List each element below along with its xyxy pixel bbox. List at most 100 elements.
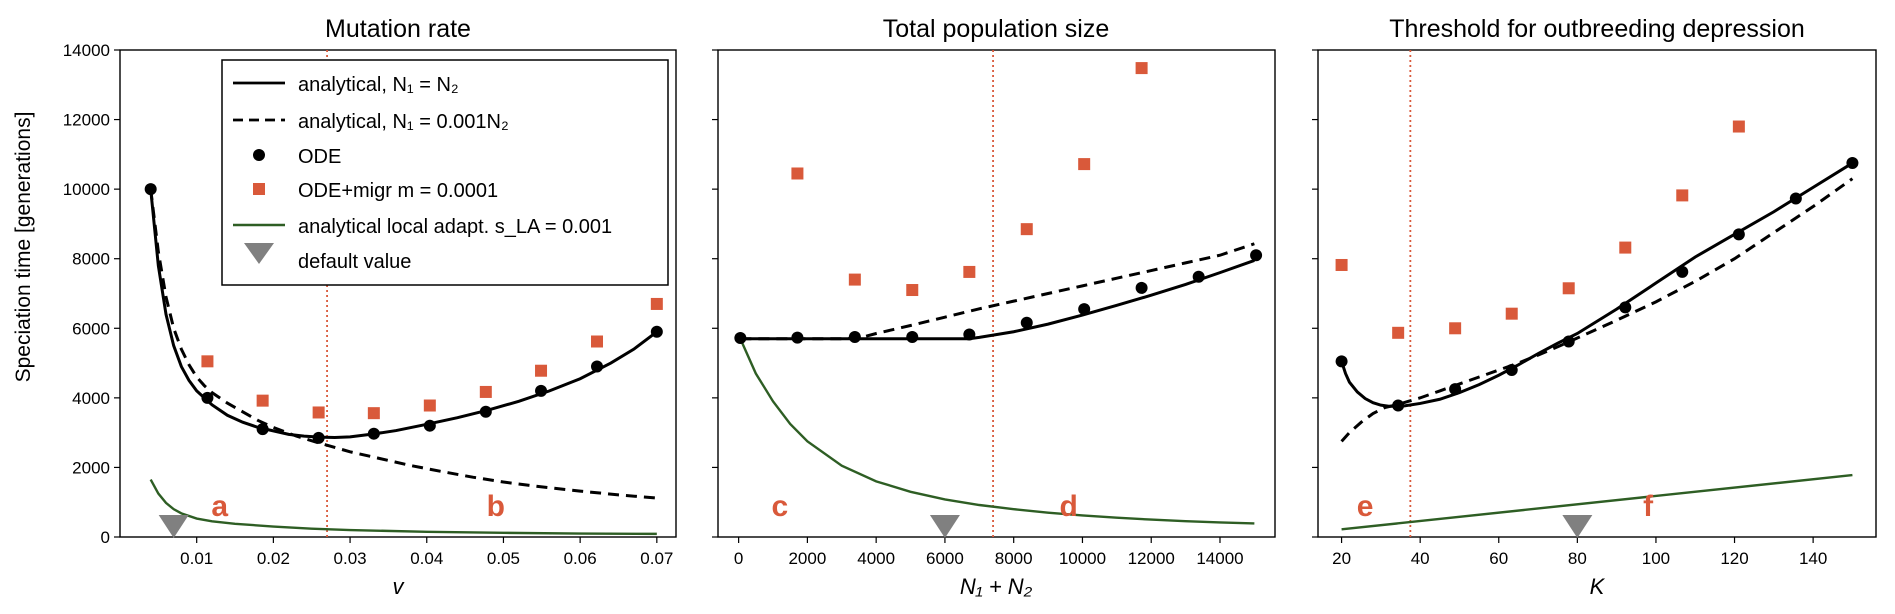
series-local-adapt-line bbox=[1341, 473, 1853, 531]
x-tick-label: 0.07 bbox=[640, 549, 673, 568]
x-tick-label: 0.03 bbox=[334, 549, 367, 568]
series-ode-migr-point bbox=[1619, 241, 1632, 254]
series-ode-point bbox=[312, 431, 325, 444]
series-ode-migr-point bbox=[256, 394, 269, 407]
legend-swatch-default-value bbox=[244, 243, 274, 264]
x-axis-label: v bbox=[393, 574, 406, 599]
series-ode-point bbox=[1020, 316, 1033, 329]
series-ode-migr-point bbox=[1335, 258, 1348, 271]
y-tick-label: 12000 bbox=[63, 111, 110, 130]
legend-frame bbox=[221, 59, 669, 286]
series-ode-point bbox=[1078, 303, 1091, 316]
y-tick-label: 14000 bbox=[63, 41, 110, 60]
axes-frame bbox=[119, 49, 677, 538]
panel-title: Threshold for outbreeding depression bbox=[1389, 15, 1805, 43]
panel-title: Total population size bbox=[883, 15, 1110, 43]
series-ode-point bbox=[848, 330, 861, 343]
series-ode-migr-point bbox=[367, 407, 380, 420]
panel-letter: b bbox=[487, 490, 505, 523]
legend-label-analytical-equal: analytical, N₁ = N₂ bbox=[298, 74, 459, 96]
series-ode-migr-point bbox=[423, 399, 436, 412]
series-ode-point bbox=[1846, 157, 1859, 170]
series-ode-point bbox=[1335, 355, 1348, 368]
axes-frame bbox=[1317, 49, 1877, 538]
series-ode-migr-point bbox=[906, 284, 919, 297]
series-ode-migr-point bbox=[1020, 223, 1033, 236]
panel-title: Mutation rate bbox=[325, 15, 471, 43]
x-tick-label: 10000 bbox=[1059, 549, 1106, 568]
series-ode-point bbox=[423, 419, 436, 432]
panel-letter: a bbox=[211, 490, 228, 523]
x-tick-label: 14000 bbox=[1196, 549, 1243, 568]
series-ode-point bbox=[1562, 335, 1575, 348]
y-tick-label: 2000 bbox=[72, 458, 110, 477]
series-analytical-equal-line bbox=[149, 188, 658, 440]
series-ode-point bbox=[1789, 192, 1802, 205]
x-axis-label: N₁ + N₂ bbox=[960, 574, 1033, 599]
plot-area: 20 40 60 80 100 120 140 e f bbox=[1312, 49, 1877, 568]
series-ode-migr-point bbox=[791, 167, 804, 180]
series-ode-migr-point bbox=[1078, 158, 1091, 171]
series-ode-point bbox=[734, 332, 747, 345]
legend-swatch-ode bbox=[253, 149, 265, 161]
series-ode-migr-point bbox=[1505, 307, 1518, 320]
series-ode-point bbox=[479, 405, 492, 418]
default-value-marker bbox=[929, 515, 960, 538]
default-value-marker bbox=[1562, 515, 1593, 538]
legend-label-default-value: default value bbox=[298, 251, 411, 273]
series-ode-point bbox=[1250, 249, 1263, 262]
series-ode-point bbox=[791, 331, 804, 344]
x-tick-label: 0.06 bbox=[564, 549, 597, 568]
series-ode-migr-point bbox=[1732, 120, 1745, 133]
x-tick-label: 140 bbox=[1799, 549, 1827, 568]
series-ode-migr-point bbox=[535, 364, 548, 377]
series-local-adapt-line bbox=[739, 338, 1255, 525]
legend: analytical, N₁ = N₂ analytical, N₁ = 0.0… bbox=[221, 59, 669, 286]
plot-area: 0 2000 4000 6000 8000 10000 12000 14000 c d bbox=[712, 49, 1276, 568]
series-ode-migr-point bbox=[1562, 282, 1575, 295]
panel-letter: f bbox=[1643, 490, 1654, 523]
x-tick-label: 60 bbox=[1489, 549, 1508, 568]
series-ode-point bbox=[1619, 301, 1632, 314]
series-ode-migr-point bbox=[848, 273, 861, 286]
series-analytical-asym-line bbox=[149, 188, 657, 500]
legend-label-ode-migr: ODE+migr m = 0.0001 bbox=[298, 180, 498, 202]
series-ode-migr-point bbox=[1392, 326, 1405, 339]
legend-label-local-adapt: analytical local adapt. s_LA = 0.001 bbox=[298, 216, 612, 238]
y-tick-label: 8000 bbox=[72, 250, 110, 269]
panel-letter: c bbox=[772, 490, 789, 523]
series-analytical-asym-line bbox=[740, 242, 1255, 341]
series-analytical-equal-line bbox=[740, 259, 1255, 341]
series-ode-point bbox=[144, 183, 157, 196]
series-ode-migr-point bbox=[479, 385, 492, 398]
series-ode-point bbox=[650, 325, 663, 338]
x-tick-label: 0 bbox=[734, 549, 743, 568]
series-ode-migr-point bbox=[1676, 189, 1689, 202]
x-tick-label: 20 bbox=[1332, 549, 1351, 568]
x-tick-label: 40 bbox=[1411, 549, 1430, 568]
series-ode-point bbox=[1676, 265, 1689, 278]
series-ode-point bbox=[1192, 270, 1205, 283]
series-ode-migr-point bbox=[1449, 322, 1462, 335]
legend-label-ode: ODE bbox=[298, 146, 341, 168]
y-tick-label: 10000 bbox=[63, 180, 110, 199]
x-axis-label: K bbox=[1590, 574, 1606, 599]
series-ode-point bbox=[963, 328, 976, 341]
series-ode-migr-point bbox=[591, 335, 604, 348]
series-ode-migr-point bbox=[201, 355, 214, 368]
series-ode-point bbox=[367, 427, 380, 440]
series-analytical-asym-line bbox=[1340, 177, 1854, 443]
series-ode-point bbox=[591, 360, 604, 373]
series-ode-point bbox=[201, 391, 214, 404]
x-tick-label: 8000 bbox=[995, 549, 1033, 568]
series-ode-migr-point bbox=[650, 297, 663, 310]
series-ode-migr-point bbox=[963, 265, 976, 278]
series-ode-point bbox=[1392, 399, 1405, 412]
x-tick-label: 0.02 bbox=[257, 549, 290, 568]
x-tick-label: 0.04 bbox=[410, 549, 443, 568]
series-ode-point bbox=[535, 384, 548, 397]
x-tick-label: 120 bbox=[1720, 549, 1748, 568]
series-ode-point bbox=[256, 423, 269, 436]
x-tick-label: 4000 bbox=[857, 549, 895, 568]
